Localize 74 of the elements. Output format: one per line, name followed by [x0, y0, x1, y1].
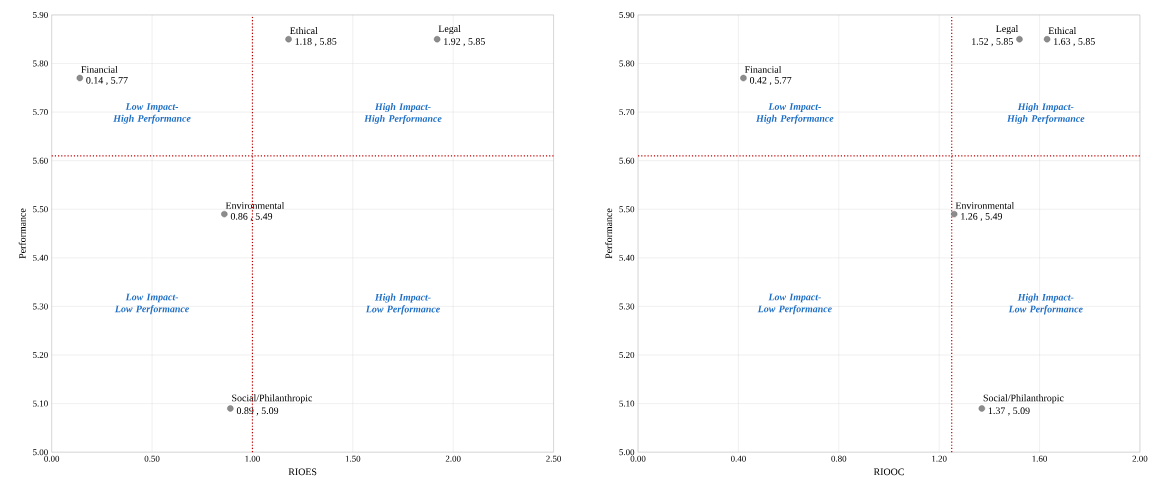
- data-label: 1.37 , 5.09: [988, 407, 1030, 416]
- y-tick-label: 5.70: [33, 109, 48, 116]
- series-label: Ethical: [1048, 27, 1077, 35]
- x-tick-label: 0.80: [831, 455, 847, 462]
- y-tick-label: 5.00: [33, 449, 48, 456]
- y-tick-label: 5.10: [619, 400, 635, 407]
- series-label: Social/Philanthropic: [232, 394, 313, 404]
- x-tick-label: 2.00: [445, 455, 461, 462]
- point: [221, 210, 228, 218]
- x-tick-label: 1.50: [345, 455, 361, 462]
- y-axis-title: Performance: [18, 208, 26, 259]
- y-axis-title: Performance: [605, 208, 613, 259]
- x-tick-label: 1.00: [245, 455, 260, 462]
- series-label: Social/Philanthropic: [983, 394, 1064, 404]
- data-label: 0.14 , 5.77: [86, 77, 128, 86]
- annotation: Low Impact- Low Performance: [757, 293, 832, 315]
- series-label: Ethical: [290, 27, 318, 35]
- data-label: 1.92 , 5.85: [444, 38, 485, 47]
- y-tick-label: 5.70: [619, 109, 635, 116]
- x-tick-label: 2.50: [546, 455, 562, 462]
- x-axis-title: RIOOC: [873, 468, 904, 476]
- x-axis-title: RIOES: [288, 468, 317, 476]
- series-label: Financial: [81, 66, 118, 73]
- data-label: 1.52 , 5.85: [972, 38, 1013, 47]
- annotation: High Impact- Low Performance: [1008, 293, 1083, 315]
- y-tick-label: 5.40: [619, 254, 635, 261]
- annotation: Low Impact- High Performance: [756, 103, 834, 124]
- y-tick-label: 5.30: [33, 303, 48, 310]
- x-tick-label: 1.60: [1032, 455, 1047, 462]
- series-label: Environmental: [225, 202, 285, 210]
- data-label: 0.86 , 5.49: [230, 213, 273, 222]
- point: [740, 74, 747, 82]
- data-label: 1.63 , 5.85: [1054, 38, 1095, 47]
- point: [76, 74, 83, 82]
- data-label: 0.42 , 5.77: [749, 77, 792, 86]
- annotation: High Impact- Low Performance: [365, 293, 440, 315]
- y-tick-label: 5.50: [619, 206, 635, 213]
- series-label: Environmental: [955, 202, 1015, 210]
- point: [285, 36, 292, 43]
- annotation: High Impact- High Performance: [364, 103, 442, 125]
- point: [433, 36, 441, 43]
- point: [227, 405, 234, 412]
- y-tick-label: 5.00: [619, 449, 635, 456]
- y-tick-label: 5.90: [33, 11, 48, 18]
- point: [1043, 36, 1051, 43]
- data-label: 1.26 , 5.49: [961, 213, 1003, 222]
- data-label: 0.89 , 5.09: [236, 407, 279, 416]
- annotation: High Impact- High Performance: [1006, 103, 1085, 125]
- y-tick-label: 5.40: [33, 254, 48, 261]
- point: [978, 405, 985, 412]
- x-tick-label: 1.20: [932, 455, 947, 462]
- series-label: Financial: [744, 66, 782, 73]
- annotation: Low Impact- High Performance: [113, 103, 191, 124]
- y-tick-label: 5.30: [619, 303, 635, 310]
- x-tick-label: 0.00: [44, 455, 60, 462]
- x-tick-label: 2.00: [1132, 455, 1148, 462]
- series-label: Legal: [438, 25, 461, 35]
- y-tick-label: 5.80: [33, 60, 48, 67]
- x-tick-label: 0.00: [630, 455, 646, 462]
- y-tick-label: 5.20: [619, 352, 635, 359]
- point: [1016, 36, 1023, 43]
- point: [951, 210, 958, 218]
- y-tick-label: 5.20: [33, 352, 48, 359]
- y-tick-label: 5.50: [33, 206, 48, 213]
- x-tick-label: 0.40: [730, 455, 746, 462]
- series-label: Legal: [996, 25, 1019, 35]
- data-label: 1.18 , 5.85: [295, 38, 337, 47]
- annotation: Low Impact- Low Performance: [114, 293, 189, 315]
- y-tick-label: 5.60: [33, 157, 48, 164]
- x-tick-label: 0.50: [144, 455, 160, 462]
- y-tick-label: 5.80: [619, 60, 635, 67]
- y-tick-label: 5.10: [33, 400, 48, 407]
- y-tick-label: 5.90: [619, 11, 635, 18]
- y-tick-label: 5.60: [619, 157, 635, 164]
